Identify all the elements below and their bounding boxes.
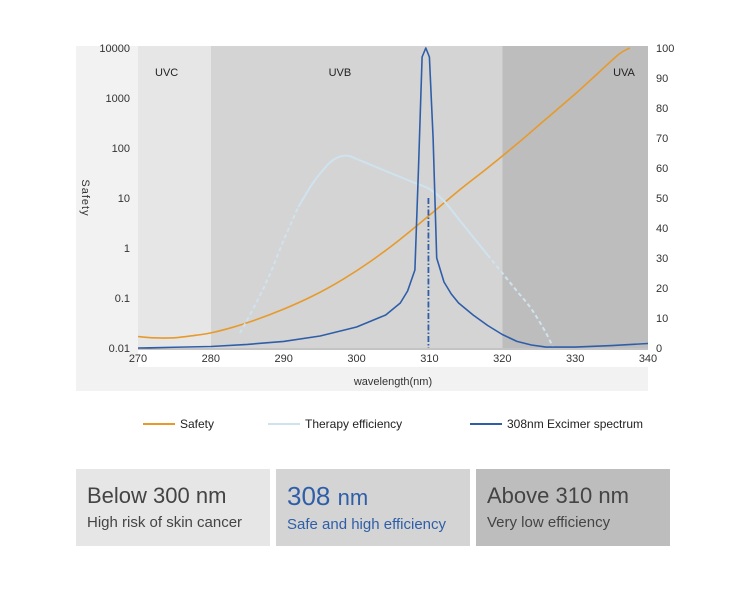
y-left-tick-label: 0.01 (109, 343, 130, 355)
x-tick-label: 270 (129, 353, 147, 365)
y-left-tick-label: 10000 (99, 43, 130, 55)
series-safety (137, 47, 631, 339)
x-tick-label: 320 (493, 353, 511, 365)
x-tick-label: 280 (202, 353, 220, 365)
y-left-tick-label: 1000 (106, 93, 130, 105)
band-label-uva: UVA (613, 67, 635, 79)
legend-label: Therapy efficiency (305, 417, 402, 431)
band-uva (502, 46, 648, 348)
card-heading-unit: nm (337, 485, 369, 510)
card-subtitle: High risk of skin cancer (87, 514, 243, 531)
band-label-uvc: UVC (155, 67, 178, 79)
legend-label: 308nm Excimer spectrum (507, 417, 643, 431)
y-right-tick-label: 100 (656, 43, 674, 55)
card-below-300: Below 300 nm High risk of skin cancer (76, 469, 270, 546)
card-heading-value: 308 (287, 481, 331, 511)
card-heading-value: Below 300 (87, 483, 190, 508)
y-left-tick-label: 0.1 (115, 293, 130, 305)
y-left-tick-label: 100 (112, 143, 130, 155)
band-uvc (138, 46, 211, 348)
card-heading: 308 nm (287, 483, 470, 511)
y-left-tick-label: 1 (124, 243, 130, 255)
x-tick-label: 310 (420, 353, 438, 365)
card-heading: Above 310 nm (487, 483, 670, 509)
card-heading-value: Above 310 (487, 483, 593, 508)
y-axis-label: Safety (79, 179, 91, 216)
y-left-tick-label: 10 (118, 193, 130, 205)
card-subtitle: Very low efficiency (487, 514, 611, 531)
x-tick-label: 330 (566, 353, 584, 365)
band-label-uvb: UVB (329, 67, 352, 79)
y-right-tick-label: 0 (656, 343, 662, 355)
y-right-tick-label: 50 (656, 193, 668, 205)
card-heading-unit: nm (598, 483, 629, 508)
x-tick-label: 290 (275, 353, 293, 365)
xlabel-panel (138, 367, 648, 391)
card-subtitle: Safe and high efficiency (287, 516, 447, 533)
x-tick-label: 300 (347, 353, 365, 365)
card-heading: Below 300 nm (87, 483, 270, 509)
y-right-tick-label: 60 (656, 163, 668, 175)
y-right-tick-label: 40 (656, 223, 668, 235)
y-right-tick-label: 80 (656, 103, 668, 115)
legend-label: Safety (180, 417, 214, 431)
x-tick-label: 340 (639, 353, 657, 365)
card-308: 308 nm Safe and high efficiency (276, 469, 470, 546)
y-right-tick-label: 90 (656, 73, 668, 85)
ylabel-panel (76, 46, 138, 391)
card-above-310: Above 310 nm Very low efficiency (476, 469, 670, 546)
series-therapy-efficiency-segment (297, 154, 489, 256)
series-therapy-efficiency-segment (486, 254, 555, 349)
series-therapy-efficiency-segment (239, 206, 300, 334)
wavelength-cards: Below 300 nm High risk of skin cancer 30… (76, 469, 670, 546)
series-308nm-excimer-spectrum (137, 47, 649, 349)
y-right-tick-label: 70 (656, 133, 668, 145)
y-right-tick-label: 10 (656, 313, 668, 325)
y-right-tick-label: 20 (656, 283, 668, 295)
card-heading-unit: nm (195, 483, 227, 508)
y-right-tick-label: 30 (656, 253, 668, 265)
x-axis-label: wavelength(nm) (353, 376, 432, 388)
